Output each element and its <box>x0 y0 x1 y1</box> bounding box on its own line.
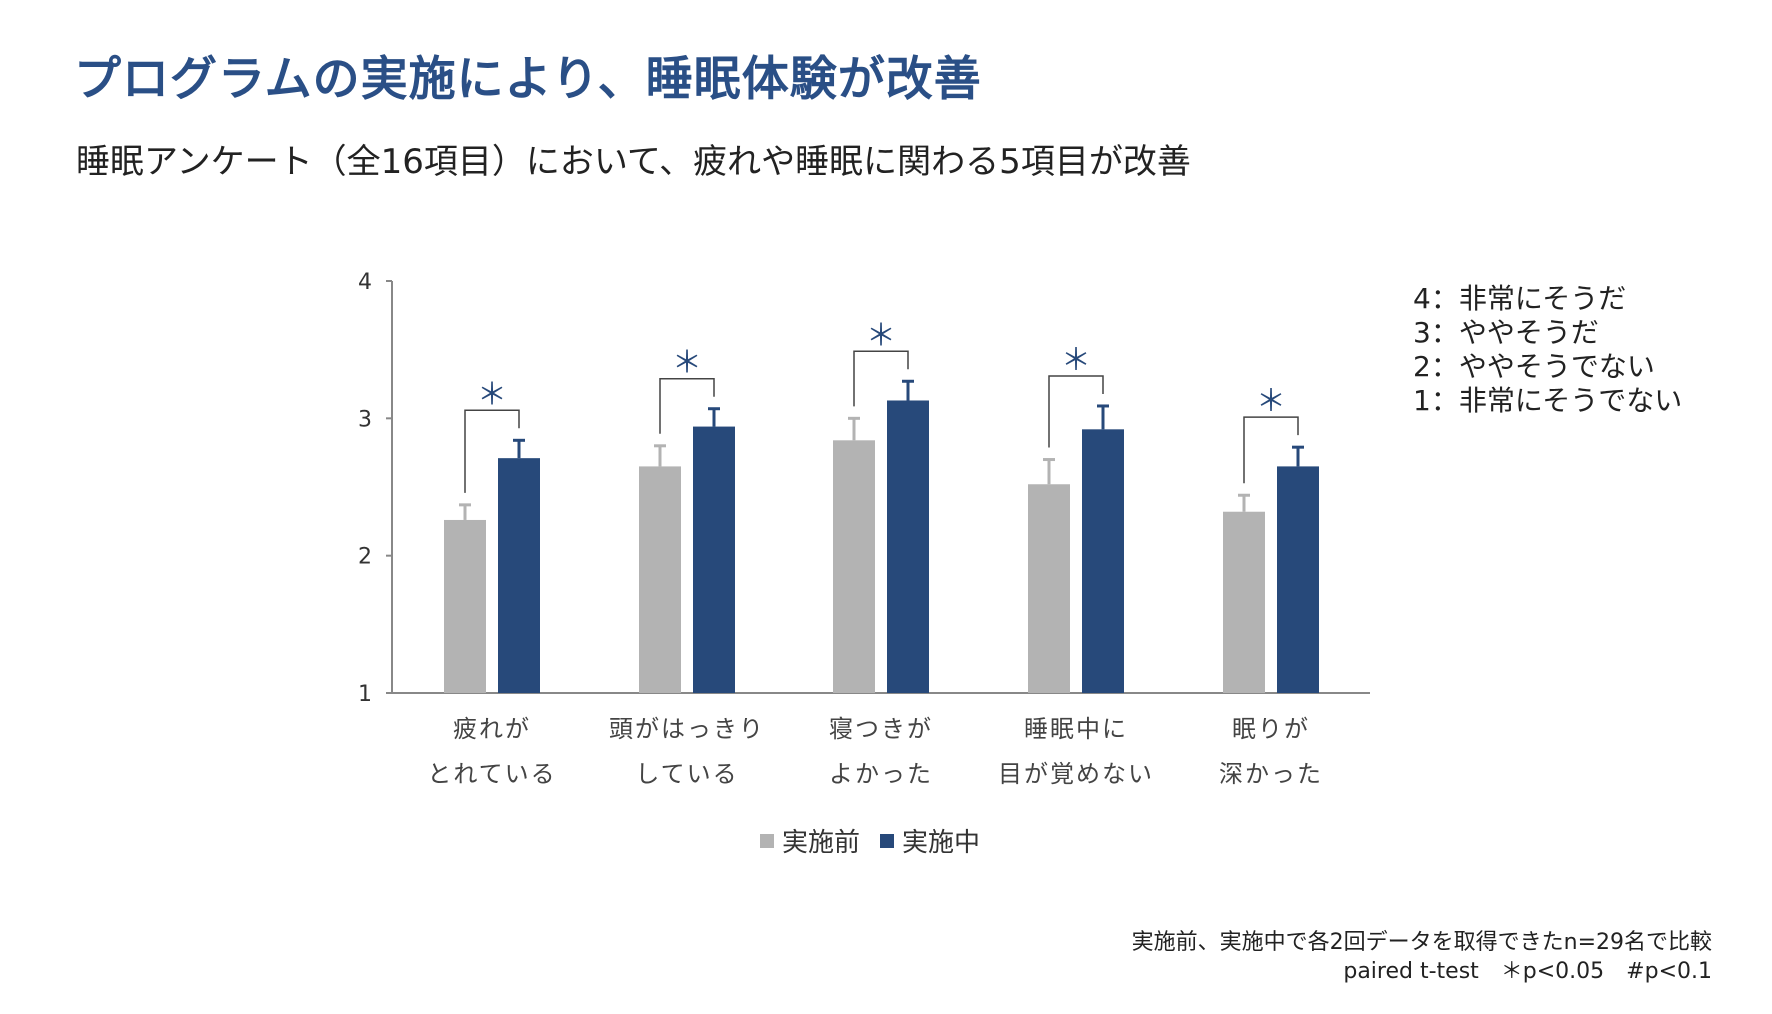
bar-during <box>693 426 735 693</box>
scale-legend-item: 3：ややそうだ <box>1413 316 1599 349</box>
x-tick-label: よかった <box>829 760 933 788</box>
legend-item-before: 実施前 <box>760 822 860 859</box>
significance-bracket <box>464 409 520 493</box>
page-subtitle: 睡眠アンケート（全16項目）において、疲れや睡眠に関わる5項目が改善 <box>76 142 1191 182</box>
chart-legend: 実施前 実施中 <box>760 822 1000 859</box>
significance-bracket <box>853 350 909 407</box>
significance-bracket <box>659 377 715 434</box>
bar-before <box>833 440 875 693</box>
scale-legend-item: 1：非常にそうでない <box>1413 384 1683 417</box>
legend-swatch-during <box>880 833 895 848</box>
x-tick-label: とれている <box>427 760 556 788</box>
scale-legend-item: 4：非常にそうだ <box>1413 282 1627 315</box>
footnote-line-stats: paired t-test ＊p<0.05 #p<0.1 <box>1343 959 1712 984</box>
bar-during <box>1277 466 1319 693</box>
legend-swatch-before <box>760 833 774 848</box>
bar-before <box>639 466 681 693</box>
significance-bracket <box>1243 416 1299 484</box>
legend-label-before: 実施前 <box>782 828 861 858</box>
x-tick-label: 疲れが <box>453 715 531 743</box>
significance-marker: ＊ <box>672 346 702 381</box>
significance-marker: ＊ <box>477 377 507 412</box>
y-tick-label: 1 <box>358 682 372 707</box>
footnote: 実施前、実施中で各2回データを取得できたn=29名で比較 paired t-te… <box>1132 928 1712 986</box>
x-tick-label: 深かった <box>1219 760 1323 788</box>
significance-marker: ＊ <box>866 318 896 353</box>
significance-marker: ＊ <box>1256 384 1286 419</box>
x-tick-label: 目が覚めない <box>998 760 1154 788</box>
bar-before <box>1223 511 1265 693</box>
x-tick-label: している <box>635 760 738 788</box>
y-tick-label: 3 <box>358 407 372 432</box>
bar-before <box>1028 484 1070 693</box>
significance-bracket <box>1048 375 1104 448</box>
y-tick-label: 4 <box>358 270 372 295</box>
scale-legend-item: 2：ややそうでない <box>1413 350 1655 383</box>
bar-during <box>887 400 929 693</box>
bar-during <box>1082 429 1124 693</box>
significance-marker: ＊ <box>1061 343 1091 378</box>
footnote-line-sample: 実施前、実施中で各2回データを取得できたn=29名で比較 <box>1131 930 1712 955</box>
bar-before <box>444 519 486 693</box>
x-tick-label: 頭がはっきり <box>609 715 765 743</box>
x-tick-label: 寝つきが <box>829 715 933 743</box>
legend-label-during: 実施中 <box>902 828 981 858</box>
legend-item-during: 実施中 <box>880 822 980 859</box>
y-tick-label: 2 <box>358 545 372 570</box>
x-tick-label: 眠りが <box>1232 715 1310 743</box>
page-title: プログラムの実施により、睡眠体験が改善 <box>74 52 982 107</box>
bar-during <box>498 458 540 693</box>
scale-legend: 4：非常にそうだ 3：ややそうだ 2：ややそうでない 1：非常にそうでない <box>1413 282 1682 418</box>
x-tick-label: 睡眠中に <box>1024 715 1128 743</box>
